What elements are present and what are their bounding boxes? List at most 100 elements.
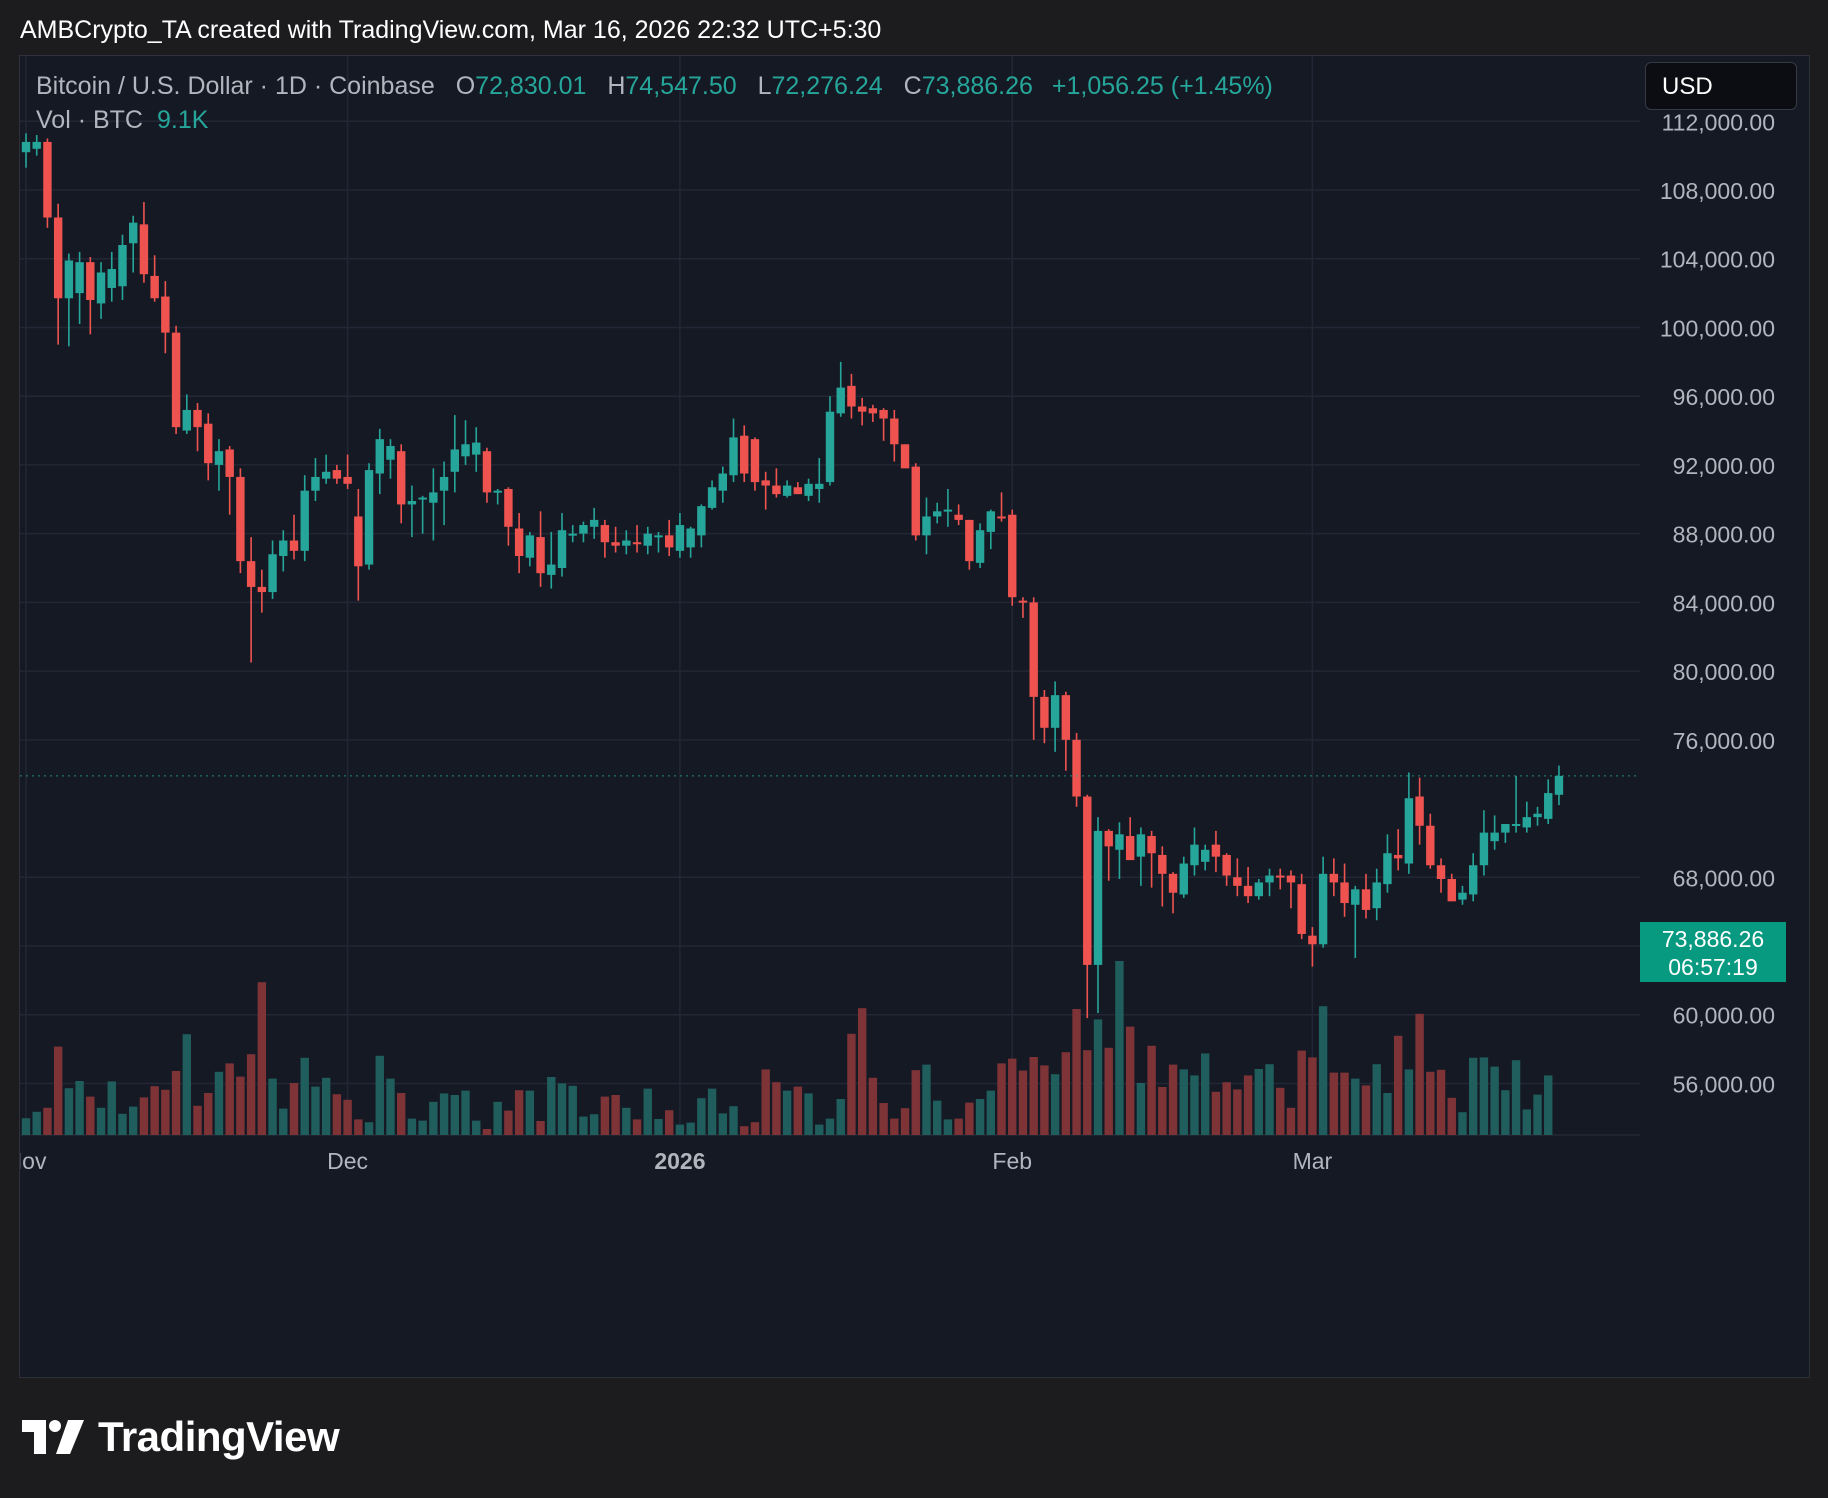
candle-body bbox=[600, 525, 610, 543]
candle-body bbox=[161, 296, 170, 333]
volume-bar bbox=[643, 1088, 652, 1135]
tradingview-logo[interactable]: TradingView bbox=[22, 1412, 340, 1462]
volume-bar bbox=[193, 1105, 202, 1135]
volume-bar bbox=[1179, 1069, 1188, 1135]
volume-bar bbox=[461, 1090, 470, 1135]
volume-bar bbox=[514, 1090, 524, 1135]
volume-bar bbox=[1190, 1075, 1199, 1135]
candle-body bbox=[654, 535, 663, 538]
candle-body bbox=[1490, 832, 1499, 842]
candle-body bbox=[429, 492, 438, 503]
volume-bar bbox=[1083, 1050, 1092, 1135]
candle-body bbox=[1276, 875, 1285, 878]
volume-bar bbox=[139, 1097, 149, 1135]
candle-body bbox=[482, 451, 492, 493]
candle-body bbox=[418, 497, 427, 500]
volume-bar bbox=[922, 1064, 931, 1135]
time-axis[interactable]: Nov Dec 2026 Feb Mar bbox=[20, 1148, 1333, 1174]
candle-body bbox=[1522, 817, 1531, 828]
candle-body bbox=[375, 439, 384, 474]
candle-body bbox=[332, 470, 342, 479]
volume-bar bbox=[589, 1114, 599, 1135]
volume-bar bbox=[43, 1107, 52, 1135]
volume-bar bbox=[536, 1121, 545, 1135]
candle-body bbox=[1383, 853, 1392, 885]
currency-button[interactable]: USD bbox=[1645, 62, 1797, 110]
volume-bar bbox=[418, 1120, 427, 1135]
candle-body bbox=[354, 516, 363, 567]
candle-body bbox=[1340, 882, 1349, 904]
volume-bar bbox=[171, 1071, 181, 1135]
candle-body bbox=[236, 476, 245, 562]
candle-body bbox=[225, 449, 234, 477]
volume-value: 9.1K bbox=[156, 106, 209, 134]
volume-bar bbox=[697, 1098, 706, 1135]
candle-body bbox=[547, 564, 556, 575]
volume-bar bbox=[525, 1090, 535, 1135]
volume-bar bbox=[214, 1071, 224, 1135]
candle-body bbox=[772, 485, 781, 495]
volume-bar bbox=[450, 1095, 459, 1135]
volume-bar bbox=[943, 1119, 953, 1135]
candle-body bbox=[1061, 695, 1071, 740]
volume-bar bbox=[1093, 1019, 1103, 1135]
volume-bar bbox=[439, 1093, 449, 1135]
volume-bar bbox=[1522, 1109, 1531, 1135]
volume-bar bbox=[364, 1122, 374, 1135]
candle-body bbox=[279, 540, 288, 556]
candle-body bbox=[857, 406, 867, 412]
candle-body bbox=[1179, 863, 1188, 895]
candle-body bbox=[922, 516, 931, 536]
volume-bar bbox=[1029, 1057, 1038, 1135]
candle-body bbox=[407, 501, 417, 505]
candle-body bbox=[954, 514, 963, 520]
volume-bar bbox=[1072, 1009, 1081, 1135]
volume-bar bbox=[1501, 1090, 1510, 1135]
volume-bar bbox=[836, 1099, 845, 1135]
candle-body bbox=[86, 262, 95, 300]
price-axis[interactable]: 112,000.00 108,000.00 104,000.00 100,000.00… bbox=[1660, 109, 1775, 1097]
volume-bar bbox=[107, 1081, 116, 1135]
volume-bar bbox=[632, 1119, 642, 1135]
volume-bar bbox=[504, 1110, 513, 1135]
volume-bar bbox=[1329, 1072, 1339, 1135]
price-tick-label: 56,000.00 bbox=[1673, 1071, 1775, 1097]
candle-body bbox=[622, 540, 631, 546]
bar-countdown: 06:57:19 bbox=[1668, 954, 1758, 980]
volume-bar bbox=[954, 1118, 963, 1135]
candlestick-chart[interactable]: 112,000.00 108,000.00 104,000.00 100,000.00… bbox=[20, 56, 1809, 1377]
candle-body bbox=[75, 262, 84, 294]
volume-bar bbox=[718, 1113, 727, 1135]
volume-bar bbox=[750, 1122, 760, 1135]
volume-bar bbox=[1351, 1078, 1360, 1135]
volume-bar bbox=[1104, 1047, 1113, 1135]
candle-body bbox=[1147, 836, 1156, 854]
volume-bar bbox=[847, 1033, 856, 1135]
candle-body bbox=[686, 528, 695, 548]
volume-bar bbox=[1308, 1057, 1317, 1135]
candle-body bbox=[118, 244, 127, 287]
chart-panel[interactable]: 112,000.00 108,000.00 104,000.00 100,000.00… bbox=[19, 55, 1810, 1378]
candle-body bbox=[579, 525, 588, 534]
candle-body bbox=[1501, 824, 1510, 833]
symbol-title[interactable]: Bitcoin / U.S. Dollar · 1D · Coinbase bbox=[36, 72, 435, 100]
candle-body bbox=[43, 141, 52, 218]
volume-label[interactable]: Vol · BTC bbox=[36, 106, 143, 134]
volume-bar bbox=[793, 1086, 803, 1135]
price-candles bbox=[20, 133, 1640, 1019]
candle-body bbox=[1040, 696, 1049, 728]
price-tick-label: 96,000.00 bbox=[1673, 384, 1775, 410]
candle-body bbox=[707, 487, 717, 508]
volume-bar bbox=[782, 1090, 792, 1135]
volume-bar bbox=[1393, 1035, 1403, 1135]
volume-bar bbox=[429, 1101, 438, 1135]
volume-bar bbox=[997, 1063, 1006, 1135]
candle-body bbox=[729, 437, 738, 476]
candle-body bbox=[321, 471, 331, 479]
time-tick-label: 2026 bbox=[654, 1148, 705, 1174]
candle-body bbox=[1115, 834, 1124, 850]
volume-bar bbox=[1426, 1071, 1435, 1135]
volume-bar bbox=[879, 1103, 888, 1135]
candle-body bbox=[504, 488, 513, 527]
candle-body bbox=[1233, 877, 1242, 886]
